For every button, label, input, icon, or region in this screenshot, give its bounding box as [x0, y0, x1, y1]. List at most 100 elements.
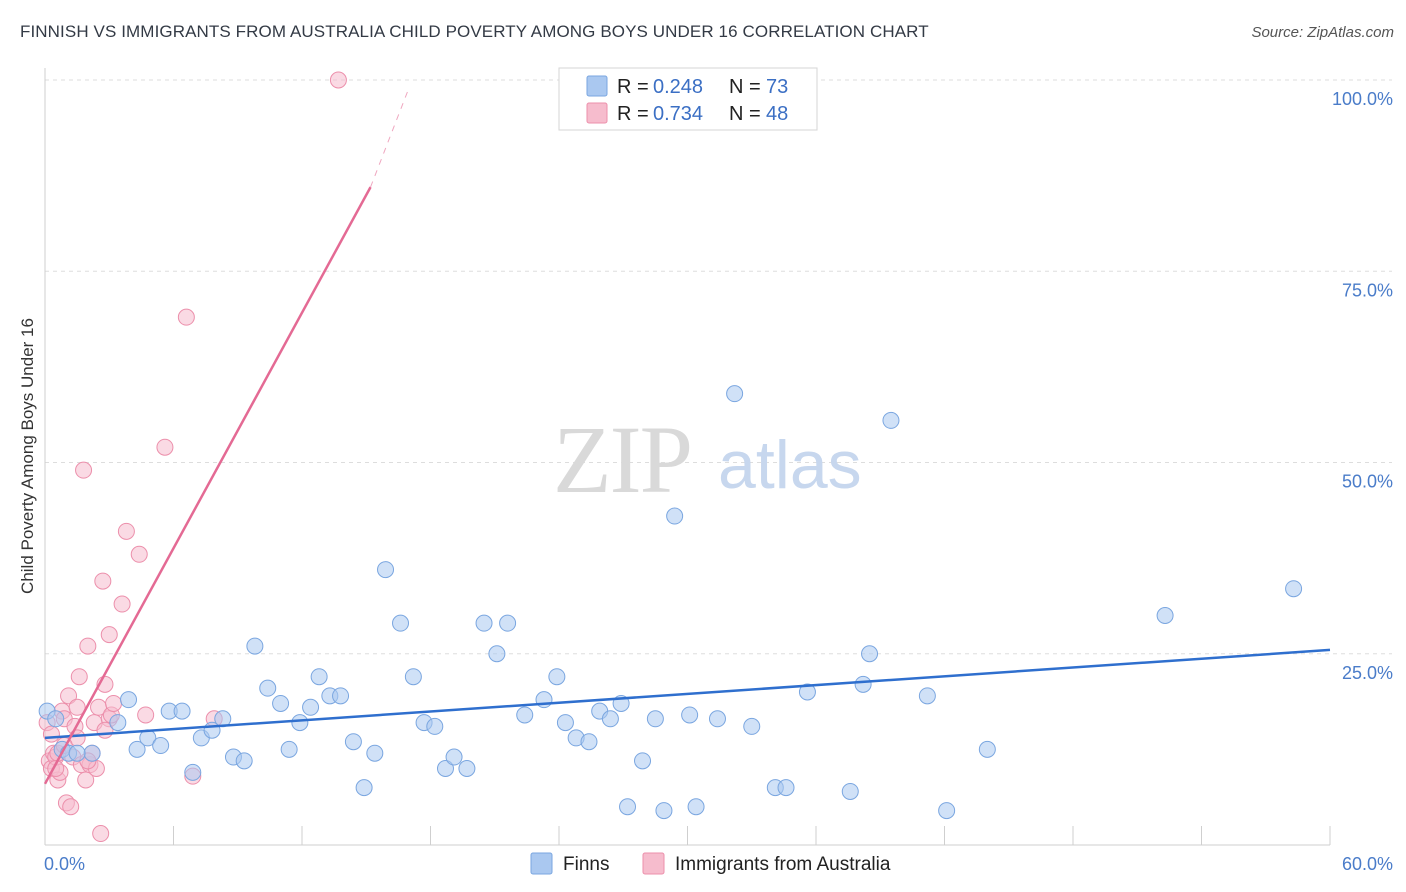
finns-point [666, 507, 684, 525]
finns-point [445, 748, 463, 766]
watermark-zip: ZIP [553, 406, 691, 513]
finns-point [120, 691, 138, 709]
finns-point [743, 717, 761, 735]
legend-swatch-aus [586, 102, 608, 124]
finns-point [938, 802, 956, 820]
finns-point [601, 710, 619, 728]
x-tick-label-min: 0.0% [44, 854, 85, 874]
legend-n-label-aus: N = [729, 103, 761, 125]
series-finns-points [38, 385, 1303, 820]
finns-point [1285, 580, 1303, 598]
finns-point [580, 733, 598, 751]
finns-point [280, 740, 298, 758]
finns-point [83, 744, 101, 762]
finns-point [109, 714, 127, 732]
aus-point [70, 668, 88, 686]
finns-point [499, 614, 517, 632]
aus-point [113, 595, 131, 613]
aus-point [117, 522, 135, 540]
aus-point [177, 308, 195, 326]
finns-point [404, 668, 422, 686]
aus-trend-extension [370, 87, 410, 188]
aus-point [60, 687, 78, 705]
finns-point [436, 760, 454, 777]
legend-r-value-aus: 0.734 [653, 103, 703, 125]
legend-n-value-finns: 73 [766, 76, 788, 98]
legend-r-label-finns: R = [617, 76, 649, 98]
finns-point [291, 714, 309, 732]
legend-r-value-finns: 0.248 [653, 76, 703, 98]
finns-point [646, 710, 664, 728]
finns-point [47, 710, 65, 728]
finns-point [68, 744, 86, 762]
watermark: ZIP atlas [553, 406, 862, 513]
source-label: Source: ZipAtlas.com [1251, 24, 1394, 41]
y-axis-label: Child Poverty Among Boys Under 16 [18, 318, 37, 594]
finns-point [173, 702, 191, 720]
finns-point [366, 744, 384, 762]
finns-point [128, 740, 146, 758]
finns-point [861, 645, 879, 663]
legend-n-value-aus: 48 [766, 103, 788, 125]
finns-point [1156, 607, 1174, 624]
finns-point [681, 706, 699, 724]
finns-point [344, 733, 362, 751]
aus-point [156, 438, 174, 456]
finns-point [246, 637, 264, 655]
aus-point [137, 706, 155, 724]
finns-point [355, 779, 373, 797]
finns-point [458, 760, 476, 777]
finns-point [516, 706, 534, 724]
x-tick-label-max: 60.0% [1342, 854, 1393, 874]
aus-point [42, 725, 60, 743]
aus-point [105, 694, 123, 712]
finns-point [726, 385, 744, 403]
finns-point [302, 698, 320, 716]
legend: R = 0.248 N = 73 R = 0.734 N = 48 [558, 67, 818, 131]
finns-point [619, 798, 637, 816]
x-tick-labels: 0.0% 60.0% [44, 854, 1393, 874]
finns-point [488, 645, 506, 663]
finns-point [259, 679, 277, 697]
gridlines [45, 79, 1392, 655]
finns-point [841, 782, 859, 800]
finns-point [426, 717, 444, 735]
y-tick-label: 25.0% [1342, 663, 1393, 683]
aus-point [100, 626, 118, 644]
finns-point [235, 752, 253, 770]
finns-point [708, 710, 726, 728]
finns-point [882, 411, 900, 429]
finns-point [798, 683, 816, 701]
finns-point [548, 668, 566, 686]
watermark-atlas: atlas [718, 427, 862, 503]
bottom-legend-finns: Finns [563, 854, 609, 875]
legend-r-label-aus: R = [617, 103, 649, 125]
bottom-legend-swatch-finns [530, 852, 553, 875]
chart-title: FINNISH VS IMMIGRANTS FROM AUSTRALIA CHI… [20, 22, 929, 41]
aus-point [92, 825, 110, 843]
finns-point [272, 694, 290, 712]
aus-point [75, 461, 93, 479]
finns-point [655, 802, 673, 820]
finns-point [978, 740, 996, 758]
aus-trend-line [43, 186, 372, 785]
finns-point [687, 798, 705, 816]
finns-point [332, 687, 350, 705]
finns-point [556, 714, 574, 732]
bottom-legend: Finns Immigrants from Australia [530, 852, 891, 875]
bottom-legend-aus: Immigrants from Australia [675, 854, 891, 875]
finns-point [310, 668, 328, 686]
axes [44, 68, 1331, 846]
finns-trend-line [44, 648, 1331, 740]
legend-swatch-finns [586, 75, 608, 97]
finns-point [184, 763, 202, 781]
aus-point [130, 545, 148, 563]
finns-point [152, 737, 170, 755]
aus-point [68, 698, 86, 716]
aus-point [79, 637, 97, 655]
y-tick-label: 100.0% [1332, 89, 1393, 109]
finns-point [918, 687, 936, 705]
legend-n-label-finns: N = [729, 76, 761, 98]
finns-point [777, 779, 795, 797]
